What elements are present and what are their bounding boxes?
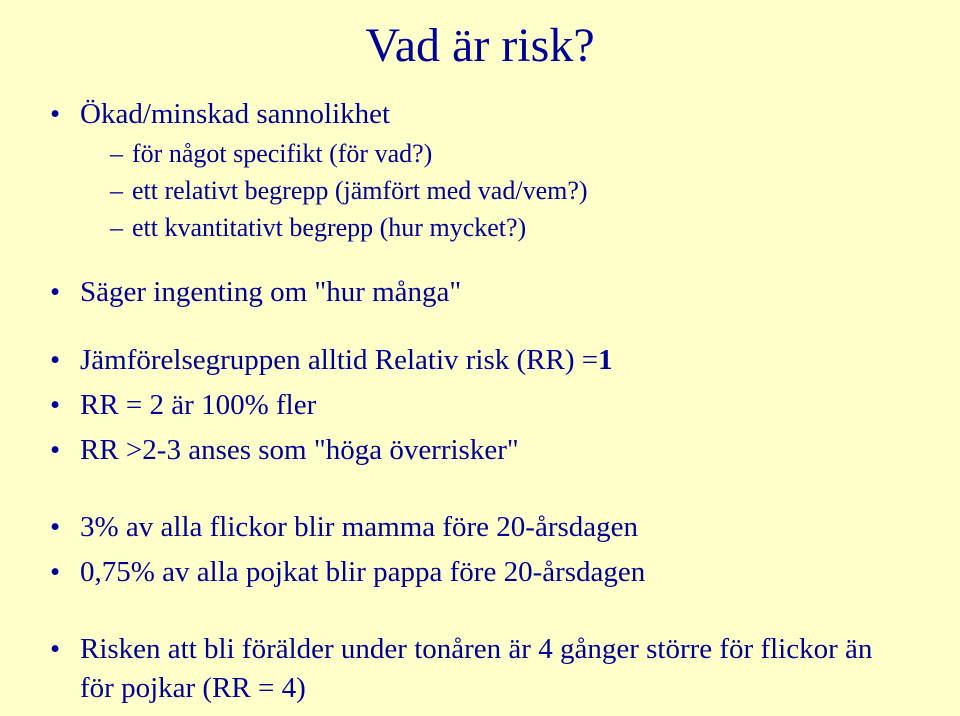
bullet-list-3: Jämförelsegruppen alltid Relativ risk (R… xyxy=(50,341,910,470)
bullet-4: RR = 2 är 100% fler xyxy=(50,386,910,425)
bullet-list-4: 3% av alla flickor blir mamma före 20-år… xyxy=(50,508,910,592)
bullet-1-sub-2: ett relativt begrepp (jämfört med vad/ve… xyxy=(110,173,910,208)
slide-title: Vad är risk? xyxy=(50,18,910,73)
bullet-3-bold: 1 xyxy=(598,344,613,376)
bullet-5: RR >2-3 anses som "höga överrisker" xyxy=(50,431,910,470)
bullet-1-sublist: för något specifikt (för vad?) ett relat… xyxy=(80,136,910,245)
bullet-3: Jämförelsegruppen alltid Relativ risk (R… xyxy=(50,341,910,380)
bullet-8: Risken att bli förälder under tonåren är… xyxy=(50,630,910,708)
bullet-3-pre: Jämförelsegruppen alltid Relativ risk (R… xyxy=(80,344,598,376)
bullet-1-sub-1: för något specifikt (för vad?) xyxy=(110,136,910,171)
bullet-7: 0,75% av alla pojkat blir pappa före 20-… xyxy=(50,553,910,592)
bullet-2: Säger ingenting om "hur många" xyxy=(50,273,910,312)
bullet-1: Ökad/minskad sannolikhet för något speci… xyxy=(50,95,910,245)
bullet-list: Ökad/minskad sannolikhet för något speci… xyxy=(50,95,910,245)
bullet-list-2: Säger ingenting om "hur många" xyxy=(50,273,910,312)
bullet-6: 3% av alla flickor blir mamma före 20-år… xyxy=(50,508,910,547)
bullet-list-5: Risken att bli förälder under tonåren är… xyxy=(50,630,910,708)
bullet-1-sub-3: ett kvantitativt begrepp (hur mycket?) xyxy=(110,210,910,245)
bullet-1-text: Ökad/minskad sannolikhet xyxy=(80,98,390,130)
